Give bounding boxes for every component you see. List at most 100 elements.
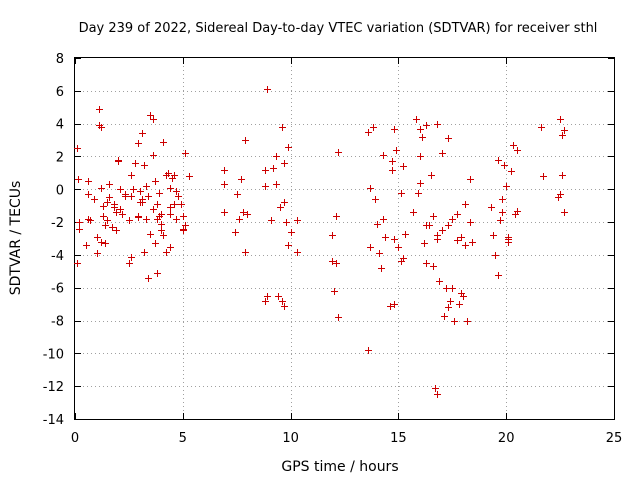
data-point	[538, 124, 545, 131]
y-tick-labels: 8 6 4 2 0 -2 -4 -6 -8 -10 -12 -14	[43, 52, 64, 428]
data-point	[561, 209, 568, 216]
data-point	[268, 217, 275, 224]
data-point	[147, 231, 154, 238]
data-point	[423, 260, 430, 267]
data-point	[387, 303, 394, 310]
data-point	[454, 237, 461, 244]
data-point	[143, 216, 150, 223]
data-point	[135, 214, 142, 221]
data-point	[497, 217, 504, 224]
y-tick-label: -2	[51, 216, 64, 231]
data-point	[281, 303, 288, 310]
data-point	[76, 219, 83, 226]
data-point	[167, 211, 174, 218]
data-point	[100, 213, 107, 220]
data-point	[389, 167, 396, 174]
data-point	[426, 222, 433, 229]
data-point	[294, 217, 301, 224]
data-point	[160, 139, 167, 146]
data-point	[221, 209, 228, 216]
data-point	[495, 272, 502, 279]
data-point	[238, 176, 245, 183]
data-point	[445, 222, 452, 229]
data-point	[270, 165, 277, 172]
data-point	[499, 196, 506, 203]
data-point	[559, 132, 566, 139]
data-point	[559, 172, 566, 179]
data-point	[467, 219, 474, 226]
data-point	[85, 191, 92, 198]
data-point	[117, 206, 124, 213]
data-point	[370, 124, 377, 131]
data-point	[175, 193, 182, 200]
data-point	[234, 191, 241, 198]
data-point	[122, 193, 129, 200]
data-point	[75, 176, 82, 183]
data-point	[262, 167, 269, 174]
data-point	[495, 157, 502, 164]
data-point	[335, 314, 342, 321]
data-point	[432, 385, 439, 392]
data-point	[333, 260, 340, 267]
axis-ticks	[75, 58, 615, 420]
data-point	[417, 153, 424, 160]
data-point	[430, 263, 437, 270]
y-tick-label: -12	[43, 380, 64, 395]
data-point	[395, 244, 402, 251]
data-point	[173, 216, 180, 223]
data-point	[279, 124, 286, 131]
data-point	[221, 181, 228, 188]
data-point	[441, 313, 448, 320]
data-point	[402, 231, 409, 238]
data-point	[410, 209, 417, 216]
data-point	[451, 318, 458, 325]
data-point	[277, 204, 284, 211]
x-tick-labels: 0 5 10 15 20 25	[71, 431, 622, 446]
data-point	[458, 234, 465, 241]
data-point	[492, 252, 499, 259]
data-point	[456, 301, 463, 308]
data-point	[393, 147, 400, 154]
data-point	[421, 240, 428, 247]
data-point	[135, 140, 142, 147]
data-point	[400, 163, 407, 170]
data-point	[380, 152, 387, 159]
data-point	[398, 258, 405, 265]
data-point	[150, 116, 157, 123]
data-point	[128, 254, 135, 261]
data-point	[147, 112, 154, 119]
data-point	[508, 168, 515, 175]
data-point	[96, 106, 103, 113]
data-point	[376, 250, 383, 257]
data-point	[510, 142, 517, 149]
data-point	[417, 126, 424, 133]
data-point	[439, 150, 446, 157]
data-point	[104, 217, 111, 224]
y-tick-label: -14	[43, 413, 64, 428]
data-point	[380, 216, 387, 223]
data-point	[281, 199, 288, 206]
data-point	[98, 239, 105, 246]
data-point	[333, 213, 340, 220]
data-point	[367, 244, 374, 251]
data-point	[180, 213, 187, 220]
data-point	[428, 172, 435, 179]
data-point	[454, 211, 461, 218]
data-point	[505, 236, 512, 243]
data-point	[130, 186, 137, 193]
data-point	[242, 249, 249, 256]
data-point	[288, 229, 295, 236]
data-point	[279, 298, 286, 305]
data-point	[100, 203, 107, 210]
y-tick-label: 2	[56, 150, 64, 165]
data-point	[150, 152, 157, 159]
data-point	[365, 129, 372, 136]
data-point	[285, 242, 292, 249]
data-point	[378, 265, 385, 272]
data-point	[74, 260, 81, 267]
x-tick-label: 0	[71, 431, 79, 446]
data-point	[111, 201, 118, 208]
x-tick-label: 25	[606, 431, 623, 446]
data-point	[167, 204, 174, 211]
data-point	[94, 234, 101, 241]
